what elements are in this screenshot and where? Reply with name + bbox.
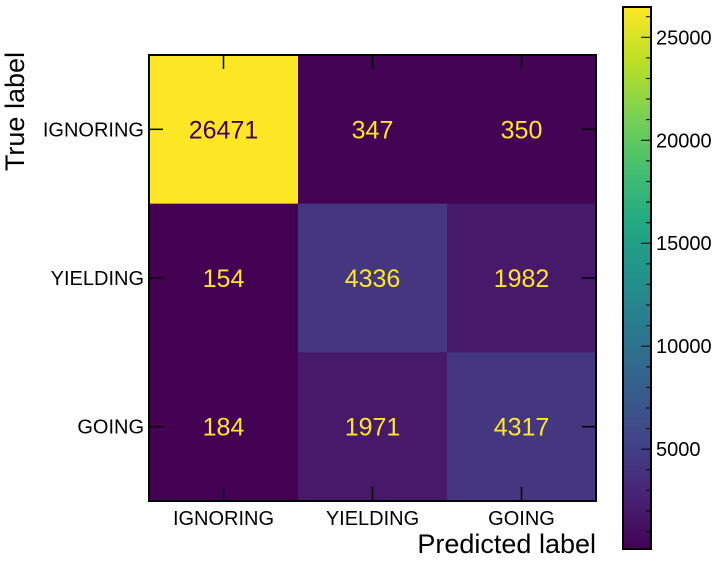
heatmap-cell: [298, 352, 448, 502]
cell-value-label: 1982: [494, 265, 550, 293]
colorbar-tick-label: 10000: [656, 336, 712, 358]
colorbar-tick-label: 25000: [656, 27, 712, 49]
heatmap-cell: [447, 203, 597, 353]
colorbar-tick-label: 20000: [656, 130, 712, 152]
heatmap-cell: [149, 352, 299, 502]
cell-value-label: 347: [352, 116, 394, 144]
y-axis-label: True label: [0, 52, 30, 171]
y-tick-label: GOING: [77, 417, 144, 439]
cell-value-label: 1971: [345, 414, 401, 442]
colorbar-gradient: [623, 7, 651, 549]
x-tick-label: YIELDING: [326, 508, 419, 530]
heatmap-cell: [298, 55, 448, 205]
cell-value-label: 350: [501, 116, 543, 144]
y-tick-label: YIELDING: [51, 268, 144, 290]
cell-value-label: 184: [203, 414, 245, 442]
heatmap-cell: [447, 352, 597, 502]
heatmap-cell: [149, 55, 299, 205]
colorbar-frame: [622, 6, 652, 550]
heatmap-cell-labels: 26471 347 350 154 4336 1982 184 1971 4317: [189, 116, 550, 441]
cell-value-label: 4336: [345, 265, 401, 293]
x-tick-label: IGNORING: [173, 508, 274, 530]
heatmap-cells: [149, 55, 597, 502]
cell-value-label: 4317: [494, 414, 550, 442]
colorbar-tick-label: 15000: [656, 233, 712, 255]
heatmap-axes: IGNORING YIELDING GOING IGNORING YIELDING GOI…: [43, 54, 597, 530]
x-tick-label: GOING: [488, 508, 555, 530]
cell-value-label: 154: [203, 265, 245, 293]
heatmap-cell: [298, 203, 448, 353]
cell-value-label: 26471: [189, 116, 259, 144]
heatmap-cell: [447, 55, 597, 205]
heatmap-cell: [149, 203, 299, 353]
colorbar: 5000 10000 15000 20000 25000: [622, 6, 712, 550]
x-axis-label: Predicted label: [417, 529, 596, 559]
y-tick-label: IGNORING: [43, 119, 144, 141]
colorbar-tick-label: 5000: [656, 439, 701, 461]
